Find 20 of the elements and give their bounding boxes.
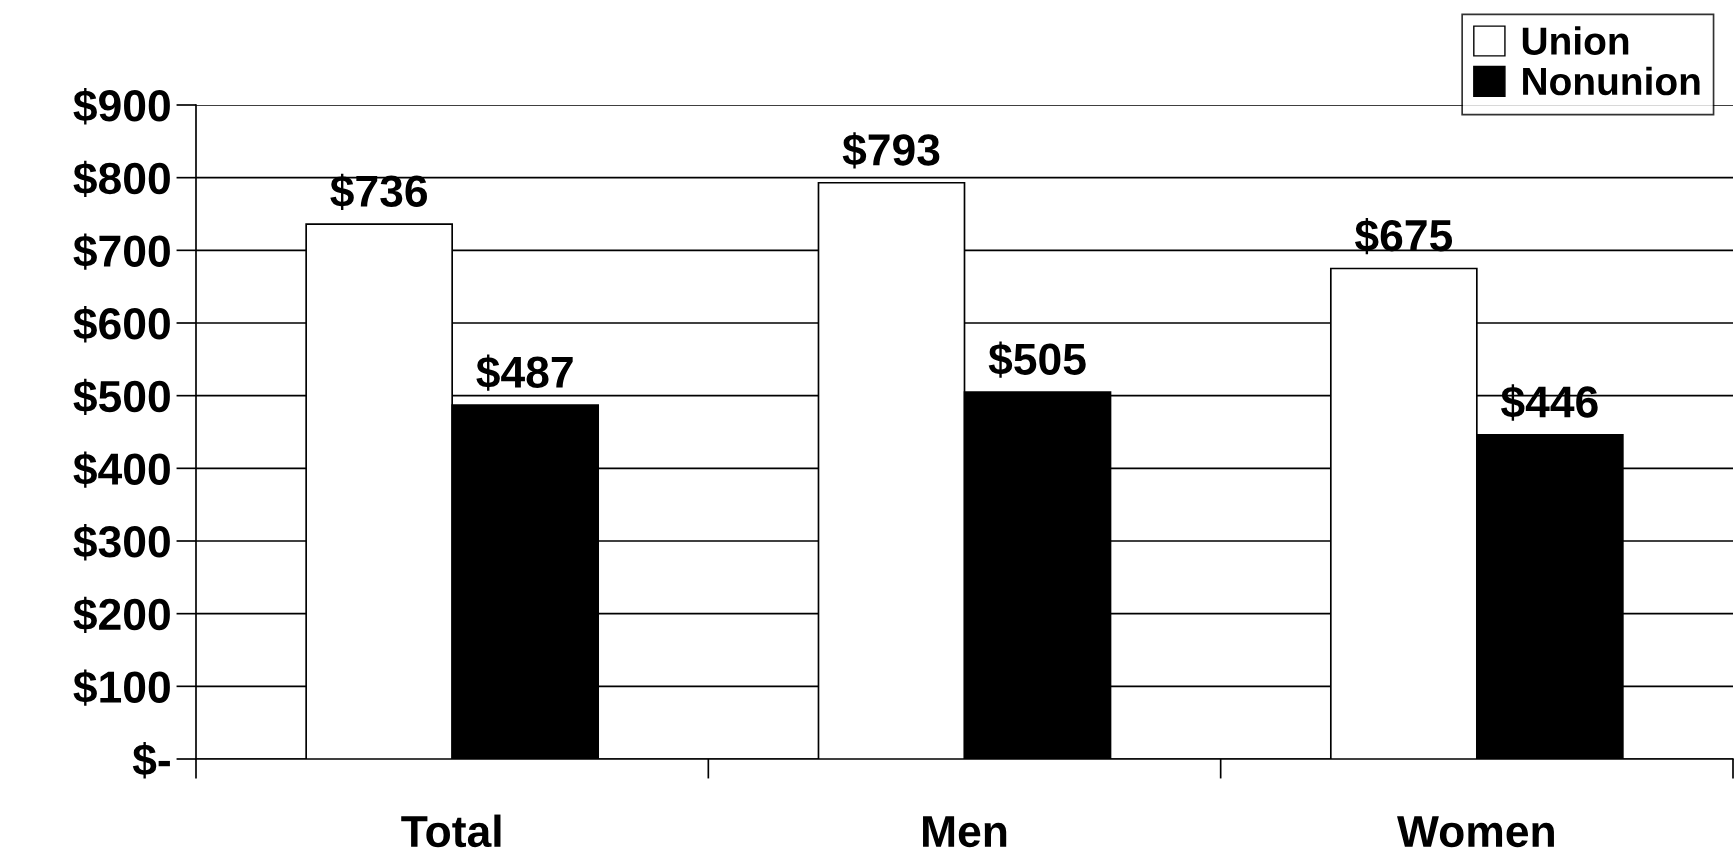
y-tick-label: $700 [73, 233, 170, 270]
data-label: $505 [988, 341, 1086, 378]
data-label: $675 [1354, 217, 1453, 255]
y-tick-label: $600 [73, 306, 170, 343]
legend-label: Union [1522, 26, 1629, 55]
x-tick-label: Women [1397, 816, 1554, 848]
y-tick-label: $800 [73, 160, 170, 198]
y-tick-label: $500 [73, 378, 170, 416]
y-tick-label: $100 [73, 669, 170, 706]
data-label: $736 [330, 173, 427, 210]
y-tick-label: $400 [73, 451, 170, 488]
data-label: $793 [842, 132, 940, 169]
y-tick-label: $- [132, 742, 170, 779]
x-tick-label: Men [923, 816, 1007, 848]
legend-label: Nonunion [1523, 66, 1700, 96]
data-label: $487 [476, 354, 573, 391]
y-tick-label: $300 [73, 524, 170, 561]
y-tick-label: $200 [73, 596, 170, 634]
x-tick-label: Total [401, 814, 501, 848]
y-tick-label: $900 [73, 88, 170, 125]
